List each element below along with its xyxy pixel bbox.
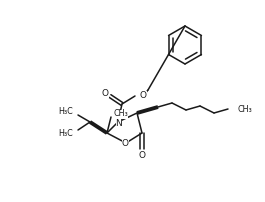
- Text: H₃C: H₃C: [58, 106, 73, 116]
- Text: O: O: [140, 90, 147, 100]
- Text: CH₃: CH₃: [113, 109, 128, 119]
- Text: O: O: [121, 140, 129, 148]
- Text: H₃C: H₃C: [58, 129, 73, 139]
- Text: N: N: [116, 119, 122, 127]
- Text: CH₃: CH₃: [237, 105, 252, 115]
- Text: O: O: [139, 152, 145, 161]
- Text: O: O: [101, 88, 108, 98]
